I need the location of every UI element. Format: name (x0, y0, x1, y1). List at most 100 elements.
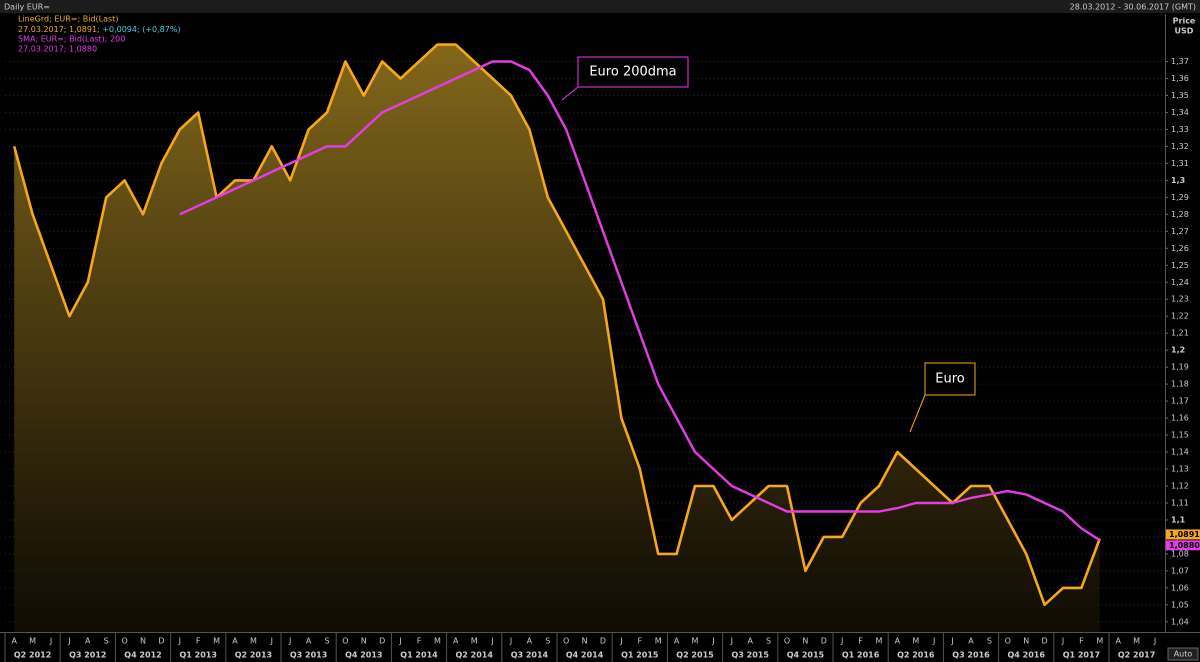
y-tick-label: 1,27 (1171, 227, 1189, 236)
x-month-label: O (1005, 637, 1011, 646)
x-quarter-label: Q1 2017 (1063, 651, 1100, 660)
x-month-label: D (158, 637, 164, 646)
x-quarter-label: Q3 2015 (731, 651, 769, 660)
x-month-label: N (361, 637, 367, 646)
y-tick-label: 1,21 (1171, 329, 1189, 338)
y-tick-label: 1,33 (1171, 125, 1189, 134)
x-quarter-label: Q2 2014 (455, 651, 493, 660)
x-month-label: M (1096, 637, 1103, 646)
x-month-label: A (11, 637, 17, 646)
x-month-label: J (509, 637, 512, 646)
area (14, 44, 1100, 632)
x-month-label: S (545, 637, 550, 646)
x-month-label: N (802, 637, 808, 646)
x-month-label: S (766, 637, 771, 646)
x-month-label: A (453, 637, 459, 646)
x-month-label: N (582, 637, 588, 646)
last-value-label: 1,0880 (1169, 541, 1200, 550)
x-month-label: M (250, 637, 257, 646)
series-name: LineGrd; EUR=; Bid(Last) (18, 15, 118, 24)
x-month-label: O (121, 637, 127, 646)
annotation: Euro (935, 372, 965, 387)
annotation-box (577, 56, 689, 88)
x-month-label: J (840, 637, 843, 646)
y-axis-label: Price (1173, 17, 1196, 26)
x-month-label: J (270, 637, 273, 646)
x-month-label: A (1115, 637, 1121, 646)
x-month-label: N (140, 637, 146, 646)
y-tick-label: 1,1 (1171, 515, 1186, 524)
annotation: Euro 200dma (589, 65, 676, 80)
x-month-label: F (858, 637, 863, 646)
y-tick-label: 1,13 (1171, 465, 1189, 474)
annotation-box (924, 362, 976, 396)
x-month-label: J (711, 637, 714, 646)
x-month-label: A (895, 637, 901, 646)
x-month-label: A (85, 637, 91, 646)
last-value-box (1166, 540, 1200, 551)
x-month-label: J (950, 637, 953, 646)
y-tick-label: 1,31 (1171, 159, 1189, 168)
x-month-label: D (1042, 637, 1048, 646)
x-month-label: F (417, 637, 422, 646)
last-value-label: 1,0891 (1169, 530, 1200, 539)
auto-button-label[interactable]: Auto (1174, 650, 1193, 659)
chart-title: Daily EUR= (4, 3, 50, 12)
x-quarter-label: Q2 2017 (1118, 651, 1155, 660)
x-month-label: M (912, 637, 919, 646)
x-month-label: D (821, 637, 827, 646)
y-tick-label: 1,25 (1171, 261, 1189, 270)
x-month-label: M (471, 637, 478, 646)
y-tick-label: 1,22 (1171, 312, 1189, 321)
y-tick-label: 1,07 (1171, 566, 1189, 575)
auto-button[interactable] (1167, 647, 1199, 661)
x-month-label: F (637, 637, 642, 646)
x-month-label: M (213, 637, 220, 646)
y-tick-label: 1,35 (1171, 91, 1189, 100)
x-quarter-label: Q3 2016 (952, 651, 990, 660)
last-value-box (1166, 529, 1200, 540)
y-tick-label: 1,34 (1171, 108, 1189, 117)
x-quarter-label: Q3 2012 (69, 651, 106, 660)
line (12, 43, 1102, 607)
y-tick-label: 1,08 (1171, 549, 1189, 558)
annotation-connector (561, 86, 579, 101)
y-tick-label: 1,14 (1171, 448, 1189, 457)
y-tick-label: 1,37 (1171, 57, 1189, 66)
x-quarter-label: Q1 2015 (621, 651, 659, 660)
y-tick-label: 1,16 (1171, 414, 1189, 423)
x-quarter-label: Q1 2014 (400, 651, 438, 660)
x-month-label: M (29, 637, 36, 646)
y-tick-label: 1,17 (1171, 397, 1189, 406)
x-month-label: M (692, 637, 699, 646)
x-quarter-label: Q1 2016 (842, 651, 880, 660)
y-tick-label: 1,18 (1171, 380, 1189, 389)
y-tick-label: 1,23 (1171, 295, 1189, 304)
x-month-label: J (398, 637, 401, 646)
x-month-label: F (1079, 637, 1084, 646)
x-month-label: M (434, 637, 441, 646)
x-month-label: J (67, 637, 70, 646)
x-month-label: J (1061, 637, 1064, 646)
x-quarter-label: Q4 2012 (124, 651, 161, 660)
y-tick-label: 1,28 (1171, 210, 1189, 219)
y-tick-label: 1,3 (1171, 176, 1185, 185)
x-month-label: J (288, 637, 291, 646)
line (179, 60, 1101, 542)
x-month-label: O (563, 637, 569, 646)
y-tick-label: 1,05 (1171, 600, 1189, 609)
y-tick-label: 1,11 (1171, 498, 1189, 507)
x-month-label: J (730, 637, 733, 646)
x-month-label: J (1153, 637, 1156, 646)
plot-area (5, 43, 1165, 632)
x-quarter-label: Q4 2013 (345, 651, 382, 660)
x-month-label: S (987, 637, 992, 646)
y-tick-label: 1,19 (1171, 363, 1189, 372)
series-status: 27.03.2017; 1,0880 (18, 45, 97, 54)
x-month-label: A (306, 637, 312, 646)
x-month-label: S (104, 637, 109, 646)
x-month-label: A (747, 637, 753, 646)
x-month-label: S (324, 637, 329, 646)
x-month-label: M (655, 637, 662, 646)
x-quarter-label: Q4 2016 (1007, 651, 1045, 660)
